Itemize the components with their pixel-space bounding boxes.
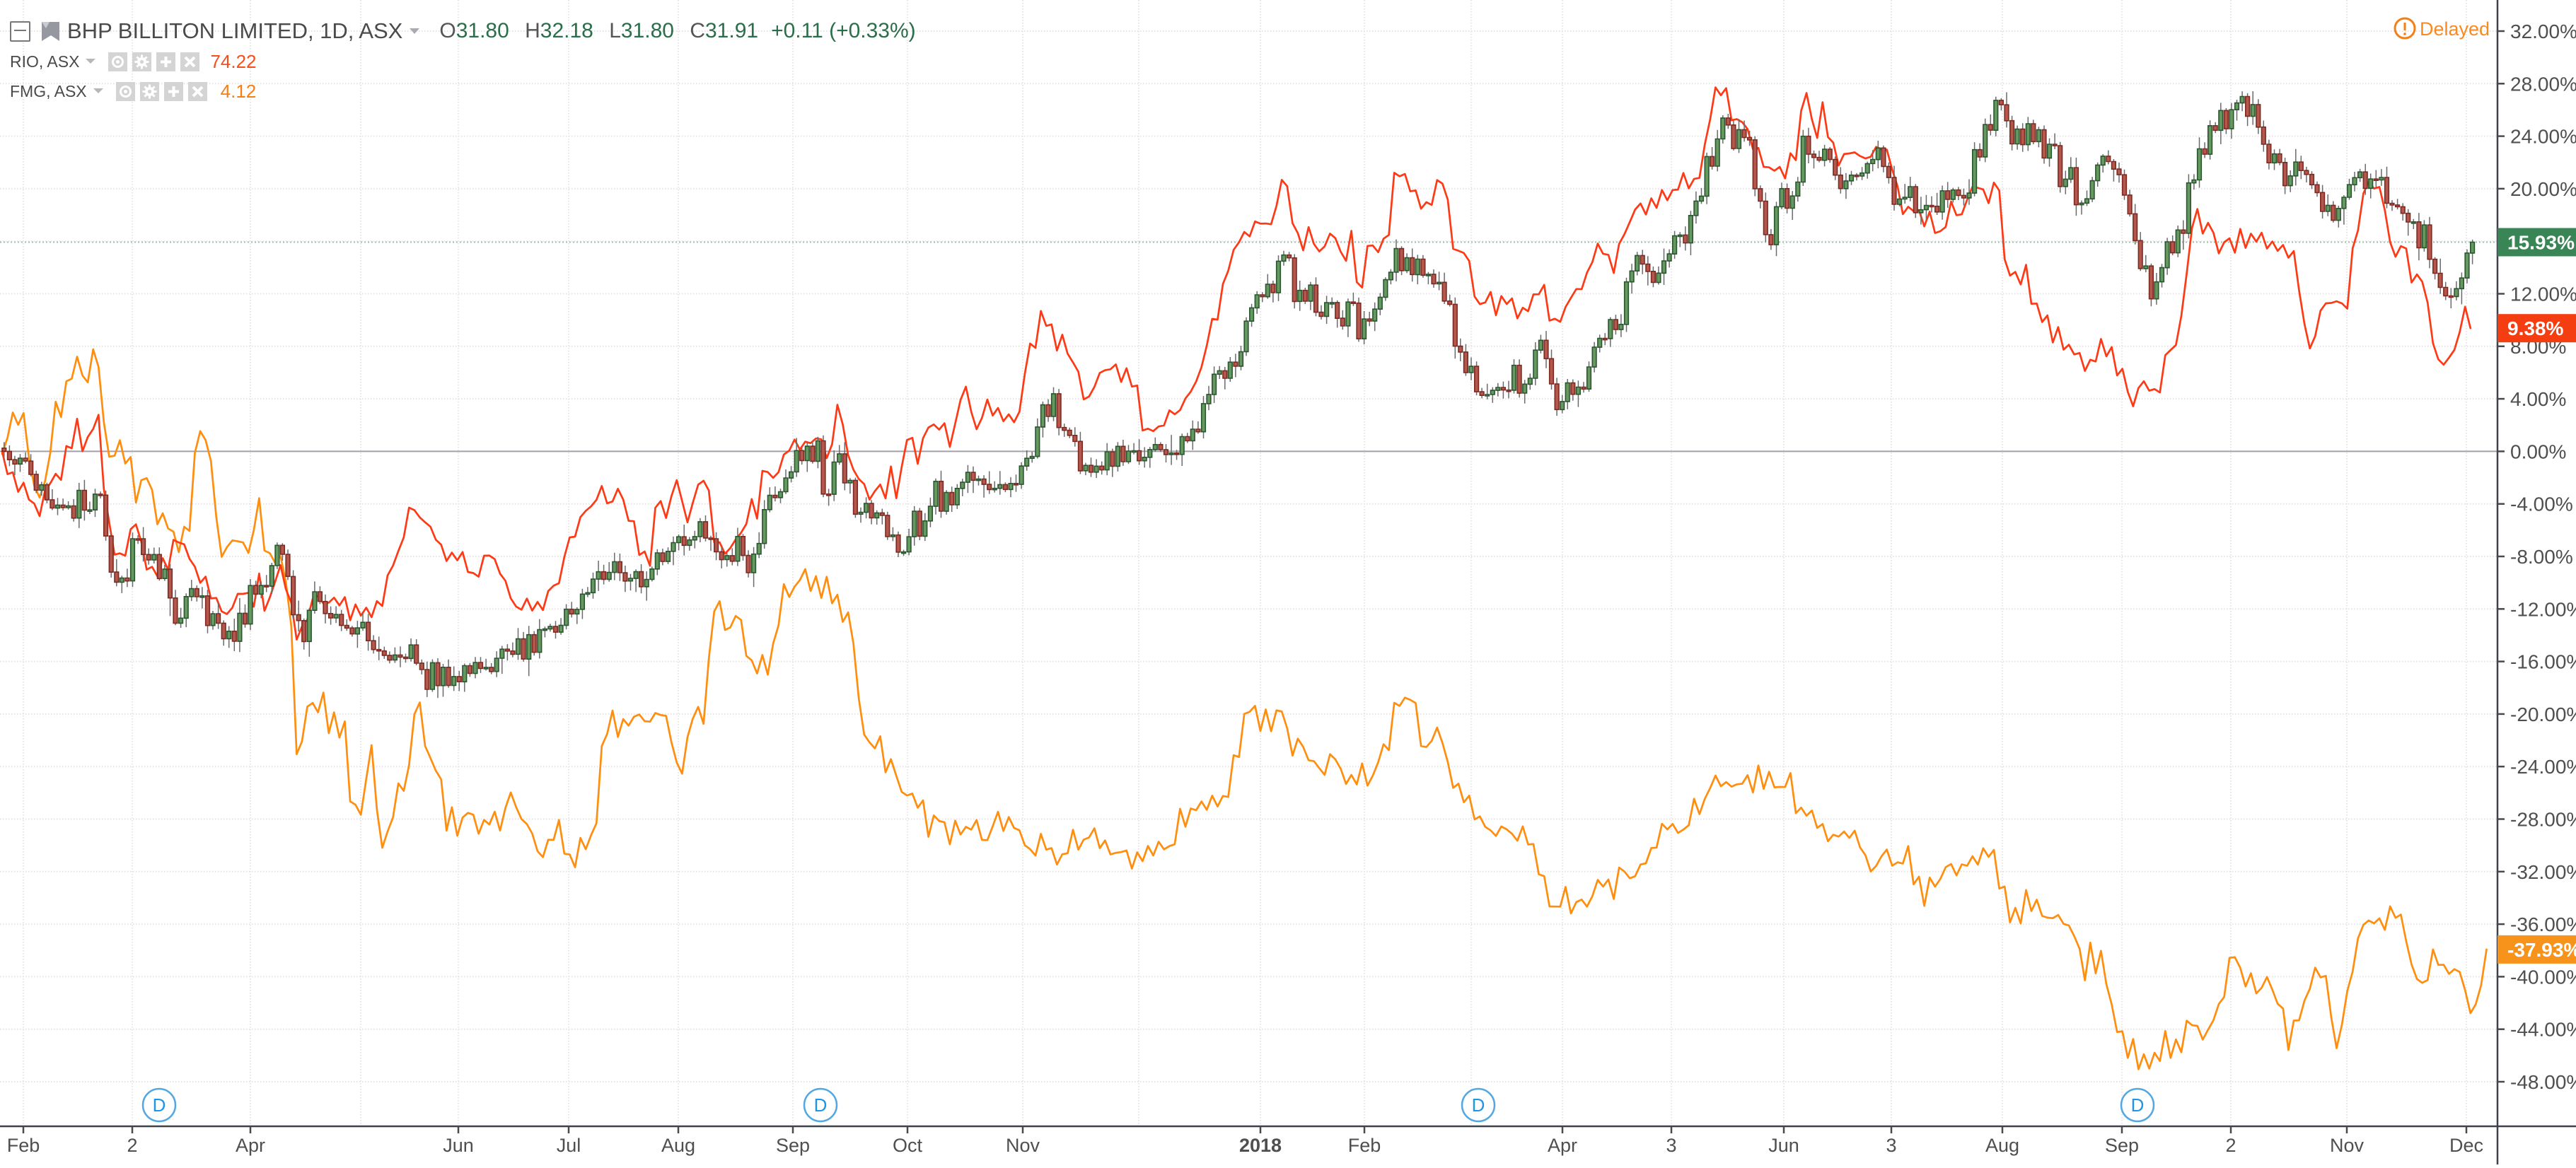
svg-text:Sep: Sep [776,1135,810,1156]
svg-text:Nov: Nov [2330,1135,2365,1156]
svg-text:Jul: Jul [557,1135,581,1156]
svg-text:-4.00%: -4.00% [2510,494,2573,515]
svg-text:15.93%: 15.93% [2507,232,2575,254]
svg-text:D: D [2131,1094,2145,1116]
svg-text:Dec: Dec [2449,1135,2483,1156]
svg-text:32.00%: 32.00% [2510,21,2576,42]
svg-text:2: 2 [127,1135,137,1156]
svg-text:12.00%: 12.00% [2510,284,2576,305]
svg-text:Oct: Oct [893,1135,923,1156]
svg-text:-28.00%: -28.00% [2510,809,2576,831]
svg-text:-24.00%: -24.00% [2510,756,2576,778]
svg-text:Jun: Jun [443,1135,474,1156]
svg-text:-44.00%: -44.00% [2510,1019,2576,1041]
svg-text:Apr: Apr [236,1135,265,1156]
svg-text:Sep: Sep [2105,1135,2139,1156]
svg-text:Feb: Feb [7,1135,40,1156]
svg-text:-12.00%: -12.00% [2510,598,2576,620]
svg-text:Nov: Nov [1006,1135,1040,1156]
svg-text:-40.00%: -40.00% [2510,966,2576,988]
svg-text:D: D [153,1094,166,1116]
svg-text:Apr: Apr [1548,1135,1577,1156]
svg-text:-16.00%: -16.00% [2510,651,2576,673]
svg-text:Jun: Jun [1768,1135,1799,1156]
svg-text:-8.00%: -8.00% [2510,546,2573,568]
svg-text:9.38%: 9.38% [2507,317,2563,339]
svg-text:Feb: Feb [1348,1135,1381,1156]
svg-text:D: D [814,1094,828,1116]
svg-text:4.00%: 4.00% [2510,388,2566,410]
svg-text:20.00%: 20.00% [2510,178,2576,200]
svg-text:24.00%: 24.00% [2510,126,2576,148]
svg-text:3: 3 [1886,1135,1896,1156]
svg-text:Aug: Aug [661,1135,695,1156]
svg-text:2018: 2018 [1239,1135,1282,1156]
svg-text:-20.00%: -20.00% [2510,703,2576,725]
svg-text:-36.00%: -36.00% [2510,913,2576,935]
svg-text:28.00%: 28.00% [2510,73,2576,95]
svg-text:-32.00%: -32.00% [2510,861,2576,883]
svg-text:D: D [1472,1094,1485,1116]
svg-text:3: 3 [1666,1135,1676,1156]
svg-text:-37.93%: -37.93% [2507,939,2576,961]
svg-text:0.00%: 0.00% [2510,440,2566,462]
svg-text:Delayed: Delayed [2420,18,2490,40]
svg-text:2: 2 [2225,1135,2236,1156]
svg-text:Aug: Aug [1985,1135,2019,1156]
svg-text:-48.00%: -48.00% [2510,1071,2576,1093]
